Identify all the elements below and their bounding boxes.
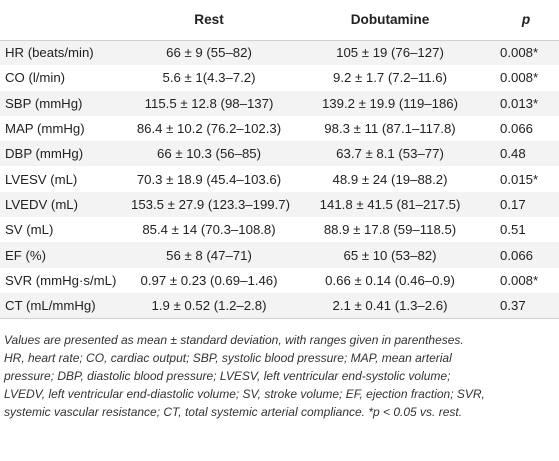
table-row: SV (mL) 85.4 ± 14 (70.3–108.8) 88.9 ± 17… [0, 217, 559, 242]
row-label: LVESV (mL) [5, 171, 78, 187]
header-rest: Rest [131, 0, 287, 41]
row-label: CT (mL/mmHg) [0, 292, 131, 319]
table-header: Rest Dobutamine p [0, 0, 559, 41]
footnote-line: pressure; DBP, diastolic blood pressure;… [4, 369, 451, 383]
p-value: 0.48 [500, 146, 526, 162]
row-label: DBP (mmHg) [5, 146, 84, 162]
row-label: CO (l/min) [5, 70, 66, 86]
p-value: 0.013* [500, 95, 539, 111]
row-label: SV (mL) [5, 222, 54, 238]
dobutamine-value: 9.2 ± 1.7 (7.2–11.6) [332, 70, 448, 86]
p-value: 0.008* [500, 45, 539, 61]
dobutamine-value: 65 ± 10 (53–82) [343, 247, 437, 263]
p-value: 0.015* [500, 171, 539, 187]
table-row: LVEDV (mL) 153.5 ± 27.9 (123.3–199.7) 14… [0, 191, 559, 218]
dobutamine-value: 98.3 ± 11 (87.1–117.8) [324, 121, 456, 137]
table-row: SVR (mmHg·s/mL) 0.97 ± 0.23 (0.69–1.46) … [0, 268, 559, 293]
dobutamine-value: 48.9 ± 24 (19–88.2) [332, 171, 448, 187]
table-row: CT (mL/mmHg) 1.9 ± 0.52 (1.2–2.8) 2.1 ± … [0, 292, 559, 319]
row-label: SVR (mmHg·s/mL) [5, 272, 117, 288]
rest-value: 1.9 ± 0.52 (1.2–2.8) [131, 292, 287, 319]
footnote-line: systemic vascular resistance; CT, total … [4, 405, 463, 419]
p-value: 0.37 [493, 292, 559, 319]
p-value: 0.066 [500, 247, 534, 263]
results-table: Rest Dobutamine p HR (beats/min) 66 ± 9 … [0, 0, 559, 319]
p-value: 0.008* [500, 70, 539, 86]
footnote-line: LVEDV, left ventricular end-diastolic vo… [4, 387, 485, 401]
rest-value: 66 ± 10.3 (56–85) [156, 146, 262, 162]
table-footnote: Values are presented as mean ± standard … [4, 331, 556, 421]
dobutamine-value: 139.2 ± 19.9 (119–186) [321, 95, 459, 111]
table-row: MAP (mmHg) 86.4 ± 10.2 (76.2–102.3) 98.3… [0, 116, 559, 141]
rest-value: 5.6 ± 1(4.3–7.2) [162, 70, 256, 86]
row-label: LVEDV (mL) [5, 196, 79, 212]
table-row: HR (beats/min) 66 ± 9 (55–82) 105 ± 19 (… [0, 40, 559, 66]
dobutamine-value: 63.7 ± 8.1 (53–77) [336, 146, 444, 162]
header-row: Rest Dobutamine p [0, 0, 559, 41]
header-dobutamine: Dobutamine [287, 0, 493, 41]
rest-value: 70.3 ± 18.9 (45.4–103.6) [136, 171, 282, 187]
dobutamine-value: 2.1 ± 0.41 (1.3–2.6) [287, 292, 493, 319]
row-label: HR (beats/min) [5, 45, 94, 61]
p-value: 0.51 [500, 222, 526, 238]
p-value: 0.066 [500, 121, 534, 137]
row-label: SBP (mmHg) [5, 95, 83, 111]
header-label [0, 0, 131, 41]
table-row: EF (%) 56 ± 8 (47–71) 65 ± 10 (53–82) 0.… [0, 242, 559, 268]
footnote-line: Values are presented as mean ± standard … [4, 333, 464, 347]
dobutamine-value: 88.9 ± 17.8 (59–118.5) [323, 222, 457, 238]
table-body: HR (beats/min) 66 ± 9 (55–82) 105 ± 19 (… [0, 40, 559, 319]
rest-value: 153.5 ± 27.9 (123.3–199.7) [131, 196, 291, 212]
dobutamine-value: 141.8 ± 41.5 (81–217.5) [319, 196, 461, 212]
p-value: 0.008* [500, 272, 539, 288]
footnote-line: HR, heart rate; CO, cardiac output; SBP,… [4, 351, 452, 365]
p-value: 0.17 [500, 196, 526, 212]
rest-value: 86.4 ± 10.2 (76.2–102.3) [136, 121, 282, 137]
table-row: SBP (mmHg) 115.5 ± 12.8 (98–137) 139.2 ±… [0, 90, 559, 116]
header-p-value: p [493, 0, 559, 41]
rest-value: 66 ± 9 (55–82) [166, 45, 252, 61]
row-label: MAP (mmHg) [5, 121, 85, 137]
table-row: LVESV (mL) 70.3 ± 18.9 (45.4–103.6) 48.9… [0, 166, 559, 191]
rest-value: 85.4 ± 14 (70.3–108.8) [142, 222, 276, 238]
dobutamine-value: 0.66 ± 0.14 (0.46–0.9) [325, 272, 455, 288]
table-row: DBP (mmHg) 66 ± 10.3 (56–85) 63.7 ± 8.1 … [0, 141, 559, 167]
table-row: CO (l/min) 5.6 ± 1(4.3–7.2) 9.2 ± 1.7 (7… [0, 65, 559, 90]
rest-value: 56 ± 8 (47–71) [166, 247, 252, 263]
dobutamine-value: 105 ± 19 (76–127) [336, 45, 444, 61]
rest-value: 115.5 ± 12.8 (98–137) [144, 95, 274, 111]
row-label: EF (%) [5, 247, 47, 263]
rest-value: 0.97 ± 0.23 (0.69–1.46) [140, 272, 278, 288]
